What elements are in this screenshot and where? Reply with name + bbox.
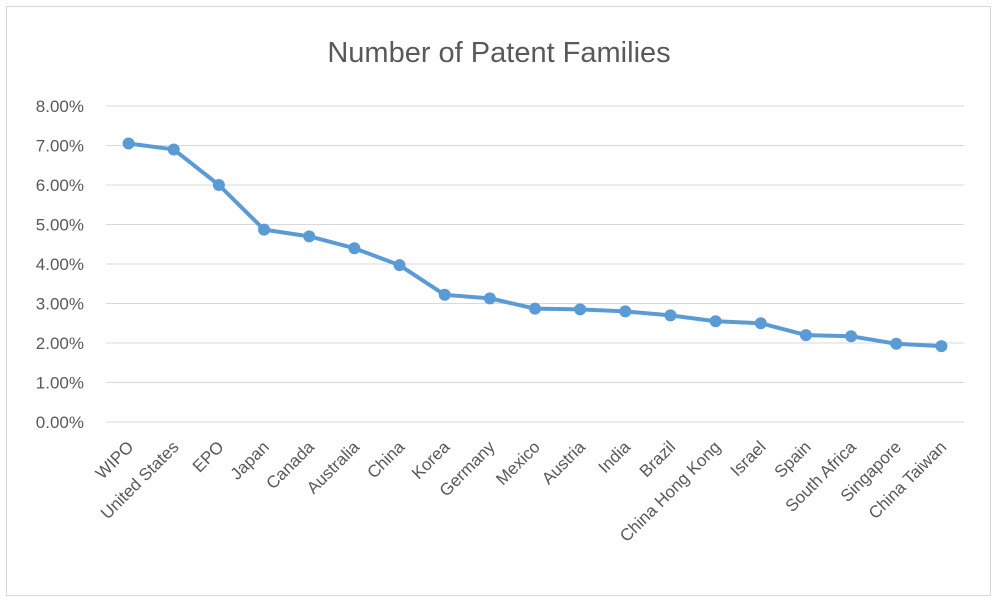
y-tick-label: 1.00% [36, 374, 84, 393]
x-tick-label: China [364, 437, 409, 482]
x-tick-label: Austria [538, 437, 589, 488]
data-point [845, 330, 858, 343]
data-point [348, 242, 361, 255]
data-point [167, 143, 180, 156]
data-point [935, 340, 948, 353]
data-point [890, 337, 903, 350]
data-point [438, 288, 451, 301]
data-point [709, 315, 722, 328]
data-point [122, 137, 135, 150]
data-point [619, 305, 632, 318]
data-point [799, 329, 812, 342]
data-point [664, 309, 677, 322]
data-point [303, 230, 316, 243]
data-point [483, 292, 496, 305]
data-point [393, 259, 406, 272]
data-point [574, 303, 587, 316]
y-tick-label: 5.00% [36, 216, 84, 235]
y-axis-ticks: 0.00% 1.00% 2.00% 3.00% 4.00% 5.00% 6.00% 7.00%… [36, 97, 84, 432]
y-tick-label: 7.00% [36, 137, 84, 156]
data-point [212, 179, 225, 191]
x-tick-label: India [595, 437, 635, 477]
y-tick-label: 8.00% [36, 97, 84, 116]
y-tick-label: 3.00% [36, 295, 84, 314]
y-tick-label: 2.00% [36, 334, 84, 353]
x-tick-label: EPO [189, 437, 228, 476]
series-layer [122, 137, 948, 353]
y-tick-label: 0.00% [36, 413, 84, 432]
x-tick-label: Mexico [492, 437, 544, 489]
series-line [126, 141, 944, 349]
gridlines [106, 105, 964, 423]
y-tick-label: 6.00% [36, 176, 84, 195]
y-tick-label: 4.00% [36, 255, 84, 274]
data-point [754, 317, 767, 330]
chart-title: Number of Patent Families [327, 37, 670, 69]
data-point [529, 302, 541, 315]
data-point [258, 223, 271, 236]
x-tick-label: Israel [727, 437, 770, 480]
